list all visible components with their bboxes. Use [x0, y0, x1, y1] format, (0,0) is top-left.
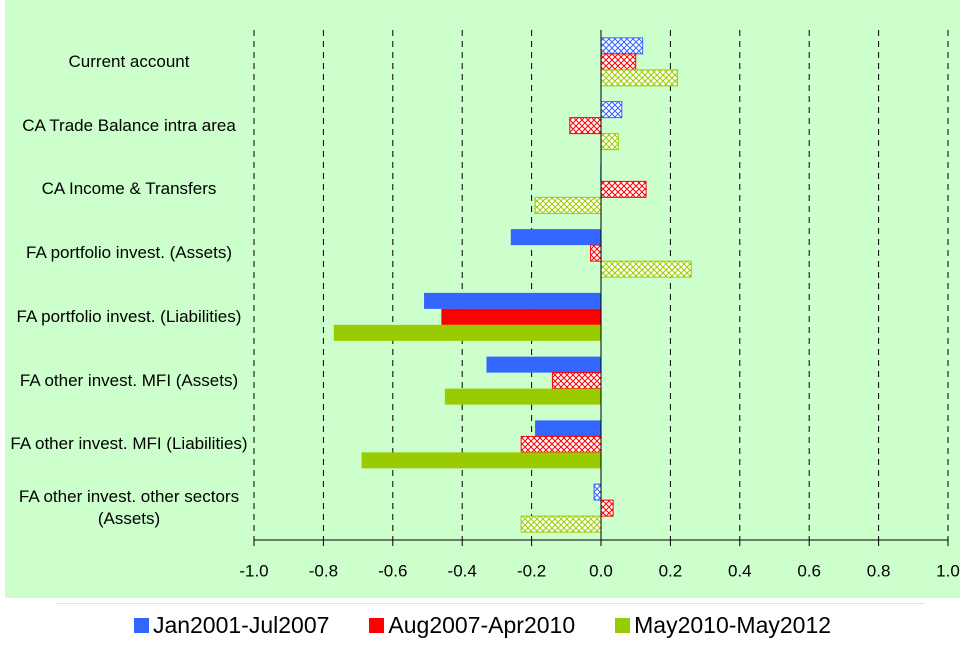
- bar: [520, 515, 602, 533]
- bar: [593, 483, 602, 501]
- bar: [441, 308, 601, 325]
- bar: [600, 499, 614, 517]
- y-tick-label: Current account: [68, 51, 190, 71]
- separator: [55, 603, 925, 604]
- bar: [520, 435, 602, 453]
- bar: [361, 452, 601, 469]
- bar: [510, 229, 601, 246]
- x-tick-label: 0.8: [867, 561, 891, 580]
- y-tick-label: FA other invest. MFI (Liabilities): [10, 434, 248, 454]
- x-tick-label: 0.4: [728, 561, 752, 580]
- y-tick-label: FA portfolio invest. (Assets): [26, 243, 232, 263]
- x-tick-label: -0.6: [378, 561, 407, 580]
- bar: [534, 196, 602, 214]
- bar: [333, 324, 601, 341]
- bar: [486, 356, 601, 373]
- x-tick-label: -0.4: [448, 561, 477, 580]
- bar: [600, 37, 644, 55]
- y-tick-label: FA other invest. other sectors (Assets): [18, 487, 240, 529]
- legend-item: Jan2001-Jul2007: [133, 612, 330, 639]
- bar: [569, 117, 602, 135]
- legend-item: May2010-May2012: [615, 612, 831, 639]
- x-tick-label: 0.2: [659, 561, 683, 580]
- y-tick-label: CA Income & Transfers: [41, 179, 217, 199]
- bar: [444, 388, 601, 405]
- x-tick-label: -1.0: [239, 561, 268, 580]
- x-tick-label: -0.8: [309, 561, 338, 580]
- y-tick-label: FA other invest. MFI (Assets): [19, 370, 239, 390]
- y-tick-label: FA portfolio invest. (Liabilities): [16, 306, 242, 326]
- bar: [590, 244, 602, 262]
- bar: [551, 372, 602, 390]
- bar: [424, 292, 601, 309]
- bar: [600, 101, 623, 119]
- bar: [600, 69, 678, 87]
- legend-item: Aug2007-Apr2010: [369, 612, 575, 639]
- legend-swatch: [615, 618, 631, 633]
- legend-swatch: [369, 618, 385, 633]
- bar: [600, 133, 619, 151]
- legend-label: May2010-May2012: [634, 612, 832, 638]
- bar: [535, 420, 601, 437]
- legend-swatch: [133, 618, 149, 633]
- x-tick-label: 0.0: [589, 561, 613, 580]
- bar: [600, 180, 647, 198]
- legend-label: Aug2007-Apr2010: [388, 612, 576, 638]
- legend-label: Jan2001-Jul2007: [152, 612, 330, 638]
- bar: [600, 260, 692, 278]
- bar: [600, 53, 637, 71]
- x-tick-label: -0.2: [517, 561, 546, 580]
- x-tick-label: 0.6: [797, 561, 821, 580]
- y-tick-label: CA Trade Balance intra area: [22, 115, 236, 135]
- legend: Jan2001-Jul2007 Aug2007-Apr2010 May2010-Ma…: [0, 612, 965, 639]
- x-tick-label: 1.0: [936, 561, 960, 580]
